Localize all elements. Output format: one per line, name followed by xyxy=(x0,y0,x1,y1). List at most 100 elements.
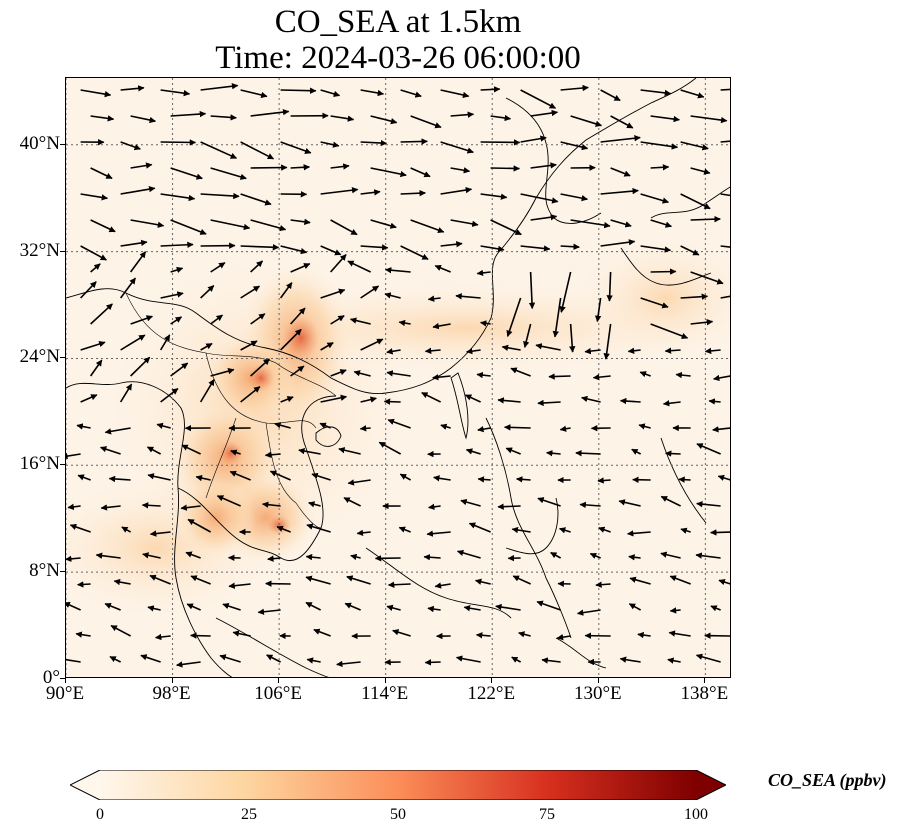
x-tick-mark xyxy=(171,678,173,683)
map-panel xyxy=(65,77,731,678)
wind-vector xyxy=(400,89,422,98)
wind-vector xyxy=(626,530,651,537)
wind-vector xyxy=(159,334,171,351)
wind-vector xyxy=(170,362,189,377)
wind-vector xyxy=(170,219,207,235)
wind-vector xyxy=(360,338,384,351)
wind-vector xyxy=(210,219,251,231)
wind-vector xyxy=(240,244,280,251)
wind-vector xyxy=(210,368,235,377)
wind-vector xyxy=(384,267,411,274)
wind-vector xyxy=(276,525,291,533)
wind-vector xyxy=(426,530,451,537)
wind-vector xyxy=(537,399,561,407)
wind-vector xyxy=(490,114,512,122)
wind-vector xyxy=(690,115,728,124)
wind-vector xyxy=(130,162,153,169)
wind-vector xyxy=(650,164,670,171)
coastline xyxy=(650,186,730,219)
colorbar-tick-label: 100 xyxy=(684,806,708,823)
x-tick-mark xyxy=(278,678,280,683)
y-tick-label: 8°N xyxy=(29,560,60,582)
wind-vector xyxy=(320,89,341,97)
wind-vector xyxy=(267,555,281,562)
wind-vector xyxy=(695,653,721,663)
wind-vector xyxy=(603,323,612,360)
wind-vector xyxy=(455,293,481,300)
wind-vector xyxy=(170,110,207,118)
wind-vector xyxy=(669,607,681,614)
wind-vector xyxy=(370,167,407,178)
wind-vector xyxy=(628,554,641,561)
wind-vector xyxy=(660,551,681,559)
wind-vector xyxy=(560,193,589,202)
coastlines xyxy=(66,78,730,677)
wind-vector xyxy=(229,470,251,481)
wind-vector xyxy=(392,629,411,637)
wind-vector xyxy=(280,328,302,351)
wind-vector xyxy=(90,167,113,180)
chart-time-subtitle: Time: 2024-03-26 06:00:00 xyxy=(215,40,581,76)
wind-vector xyxy=(579,501,601,509)
wind-vector xyxy=(520,135,547,143)
wind-vector xyxy=(320,187,359,195)
colorbar-tick-label: 0 xyxy=(96,806,104,823)
wind-vector xyxy=(423,554,441,561)
wind-vector xyxy=(463,605,481,612)
wind-vector xyxy=(320,288,346,299)
y-tick-label: 24°N xyxy=(19,346,60,368)
wind-vector xyxy=(156,422,171,429)
wind-vector xyxy=(240,285,260,299)
x-tick-mark xyxy=(597,678,599,683)
wind-vector xyxy=(569,323,576,353)
y-tick-mark xyxy=(60,464,65,466)
wind-vector xyxy=(570,115,603,127)
co-plume xyxy=(283,316,319,360)
wind-vector xyxy=(120,185,156,195)
coastline xyxy=(555,637,607,669)
coastline xyxy=(66,78,697,395)
colorbar xyxy=(70,770,726,800)
y-tick-label: 0° xyxy=(42,667,60,688)
wind-vector xyxy=(477,425,491,433)
wind-vector xyxy=(181,444,201,455)
wind-vector xyxy=(520,245,551,252)
co-plume xyxy=(247,364,275,392)
wind-vector xyxy=(400,189,426,197)
wind-vector xyxy=(130,356,151,377)
wind-vector xyxy=(433,475,451,482)
wind-vector xyxy=(597,477,611,484)
wind-vector xyxy=(639,371,651,378)
coastline xyxy=(505,497,559,555)
wind-vector xyxy=(232,630,251,637)
wind-vector xyxy=(511,656,521,663)
wind-vector xyxy=(432,374,451,381)
x-tick-label: 98°E xyxy=(152,683,191,704)
wind-vector xyxy=(80,340,106,351)
wind-vector xyxy=(149,574,171,585)
wind-vector xyxy=(664,450,681,457)
wind-vector xyxy=(717,474,730,481)
wind-vector xyxy=(512,575,531,585)
wind-vector xyxy=(185,551,201,559)
wind-vector xyxy=(584,347,601,355)
wind-vector xyxy=(501,344,521,351)
wind-vector xyxy=(306,657,321,664)
wind-vector xyxy=(180,504,201,511)
wind-vector xyxy=(160,241,194,248)
wind-vector xyxy=(330,115,355,122)
wind-vector xyxy=(230,449,241,456)
wind-vector xyxy=(250,219,287,232)
wind-vector xyxy=(680,527,691,534)
wind-vector xyxy=(713,374,730,382)
wind-vector xyxy=(559,271,572,313)
wind-vector xyxy=(619,656,641,663)
wind-vector xyxy=(720,88,730,91)
wind-vector xyxy=(336,660,361,668)
wind-vector xyxy=(495,603,521,611)
wind-vector xyxy=(306,523,331,533)
wind-vector xyxy=(575,449,601,457)
wind-vector xyxy=(468,522,491,533)
wind-vector xyxy=(400,138,428,145)
wind-vector xyxy=(464,394,481,403)
